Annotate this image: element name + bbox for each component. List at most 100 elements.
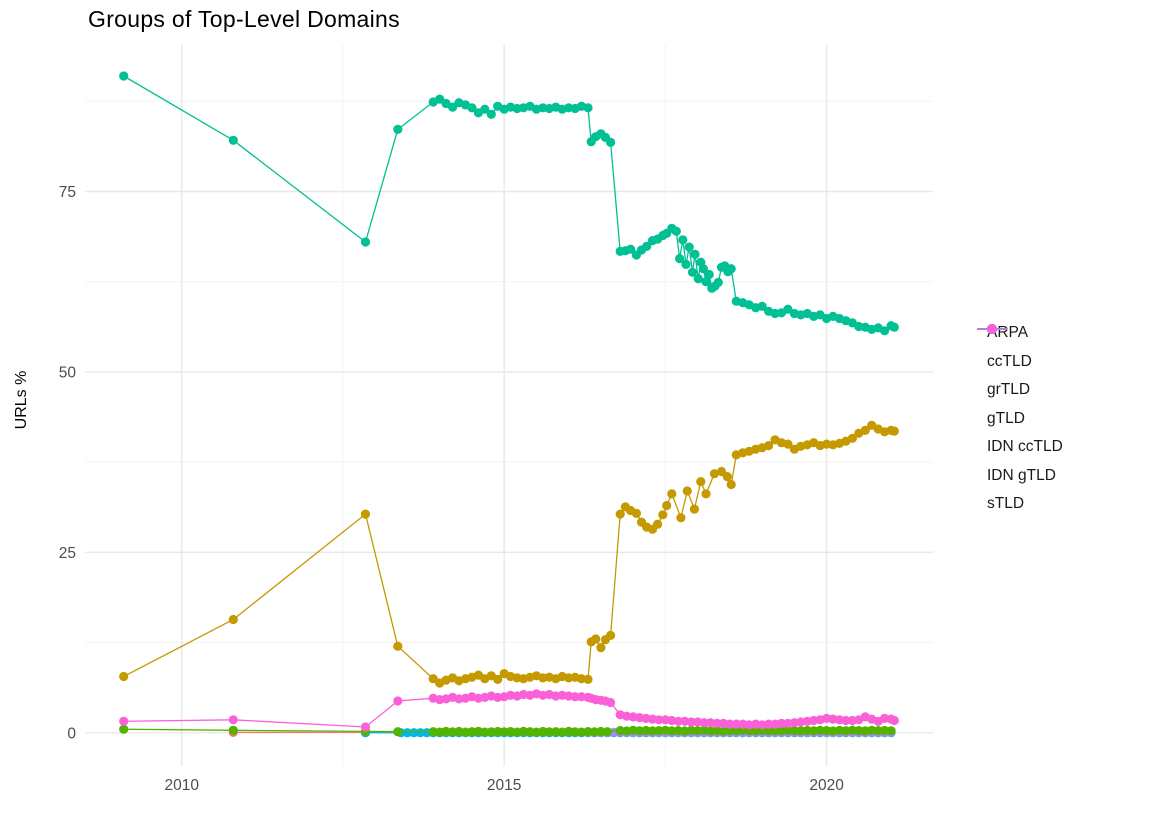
point-IDN-ccTLD [402,728,412,738]
point-sTLD [228,715,238,725]
point-grTLD [602,727,612,737]
point-grTLD [867,725,877,735]
point-gTLD [642,241,652,251]
point-ccTLD [428,674,438,684]
point-ccTLD [662,500,672,511]
point-grTLD [119,724,129,734]
legend-label: ccTLD [987,352,1032,370]
point-grTLD [393,727,403,737]
point-grTLD [641,725,651,736]
point-grTLD [796,726,806,736]
point-grTLD [544,727,554,737]
point-IDN-ccTLD [409,728,419,738]
point-gTLD [726,264,736,274]
point-ccTLD [493,674,503,685]
point-gTLD [448,102,458,112]
legend-item-IDN-gTLD: IDN gTLD [975,324,1063,491]
point-gTLD [687,267,698,277]
legend-item-grTLD: grTLD [975,324,1063,405]
point-ccTLD [653,519,663,529]
point-grTLD [789,726,800,736]
point-gTLD [480,104,490,114]
legend-label: IDN ccTLD [987,438,1063,456]
line-gTLD [123,75,895,332]
point-ccTLD [889,426,899,436]
legend-item-sTLD: sTLD [975,324,1063,519]
point-gTLD [675,254,685,264]
point-gTLD [393,124,403,134]
legend-item-IDN-ccTLD: IDN ccTLD [975,324,1063,462]
point-grTLD [705,726,716,736]
point-gTLD [360,237,371,247]
point-ccTLD [615,509,625,519]
point-gTLD [435,94,445,104]
point-grTLD [596,726,606,737]
y-tick-label: 25 [59,545,76,562]
point-gTLD [678,235,688,245]
point-grTLD [854,726,864,736]
point-gTLD [889,322,899,332]
point-ccTLD [658,510,668,520]
point-ccTLD [764,441,774,451]
point-sTLD [360,722,371,732]
point-sTLD [393,696,403,706]
point-sTLD [889,715,899,726]
point-sTLD [119,716,129,726]
y-tick-label: 0 [67,725,76,742]
point-grTLD [783,725,793,735]
point-grTLD [228,725,238,735]
point-grTLD [493,726,503,737]
point-gTLD [880,326,890,336]
point-gTLD [606,137,616,147]
point-sTLD [654,715,664,725]
point-grTLD [880,725,890,736]
point-ccTLD [606,630,616,641]
point-grTLD [615,726,625,736]
legend-label: grTLD [987,381,1031,399]
point-ccTLD [701,489,711,499]
point-gTLD [701,277,711,287]
point-sTLD [764,719,774,729]
point-gTLD [681,259,691,269]
point-grTLD [764,726,774,736]
point-grTLD [467,727,477,737]
point-ccTLD [631,508,642,518]
x-tick-label: 2010 [164,777,199,794]
point-ccTLD [847,433,858,443]
point-ccTLD [696,477,706,487]
point-grTLD [770,726,780,736]
point-IDN-ccTLD [415,728,425,738]
point-ccTLD [596,643,606,653]
point-gTLD [693,274,703,284]
point-sTLD [712,718,722,729]
point-grTLD [428,727,438,737]
point-ccTLD [119,671,129,682]
legend-label: gTLD [987,409,1025,427]
point-ccTLD [860,425,870,435]
point-grTLD [667,726,677,736]
point-ccTLD [591,634,601,644]
point-grTLD [886,726,896,736]
point-sTLD [731,719,741,729]
point-grTLD [518,726,529,737]
point-ccTLD [726,479,736,490]
point-gTLD [713,277,723,287]
point-ccTLD [689,504,700,514]
legend-label: IDN gTLD [987,466,1056,484]
legend-label: sTLD [987,495,1025,513]
legend-item-ccTLD: ccTLD [975,324,1063,377]
point-ccTLD [722,472,732,482]
point-gTLD [704,269,714,280]
point-gTLD [783,304,793,314]
point-gTLD [467,103,477,113]
point-sTLD [699,718,709,728]
point-sTLD [686,717,696,727]
point-gTLD [757,301,767,311]
point-gTLD [486,109,496,119]
point-gTLD [228,135,238,145]
line-ccTLD [123,424,895,684]
point-grTLD [589,727,600,737]
legend-key-icon [977,324,1007,334]
